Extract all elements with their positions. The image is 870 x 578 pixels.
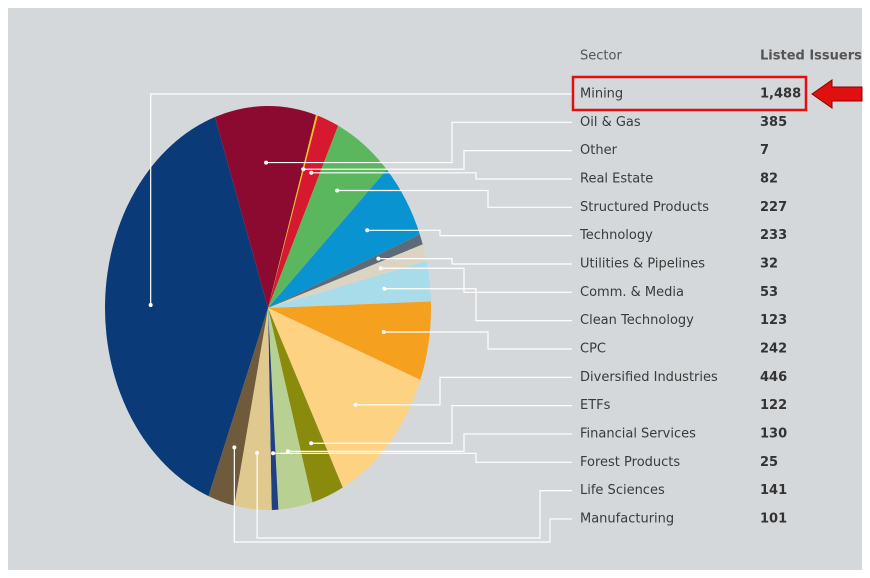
leader-dot	[301, 167, 306, 172]
issuer-count: 227	[760, 200, 787, 215]
sector-label: Diversified Industries	[580, 370, 718, 385]
pie-slice	[268, 234, 423, 308]
leader-line	[380, 267, 572, 293]
pie-slice	[268, 308, 421, 488]
column-header: Sector	[580, 49, 622, 64]
pie-slice	[268, 114, 318, 308]
pie-slice	[105, 116, 268, 497]
pie-slice	[268, 308, 279, 510]
leader-dot	[232, 445, 237, 450]
sector-label: Comm. & Media	[580, 285, 684, 300]
column-header: Listed Issuers	[760, 49, 862, 64]
pie-slice	[214, 106, 317, 308]
sector-label: Utilities & Pipelines	[580, 256, 705, 271]
pie-slice	[268, 115, 339, 308]
leader-line	[303, 150, 572, 170]
pie-slice	[268, 261, 431, 308]
issuer-count: 101	[760, 511, 787, 526]
leader-line	[266, 121, 572, 164]
leader-dot	[309, 170, 314, 175]
leader-dot	[365, 228, 370, 233]
issuer-count: 233	[760, 228, 787, 243]
leader-line	[367, 229, 572, 237]
sector-label: Structured Products	[580, 200, 709, 215]
sector-label: Real Estate	[580, 171, 653, 186]
legend-table: Mining 1,488 Oil & Gas 385 Other 7 Real Estate…	[579, 87, 801, 527]
issuer-count: 82	[760, 171, 778, 186]
leader-dot	[382, 286, 387, 291]
leader-dot	[271, 451, 276, 456]
sector-label: ETFs	[580, 398, 611, 413]
leader-line	[378, 257, 572, 265]
leader-dot	[381, 330, 386, 335]
leader-dot	[264, 160, 269, 165]
pie-slice	[234, 308, 272, 510]
leader-line	[337, 189, 572, 208]
issuer-count: 123	[760, 313, 787, 328]
leader-line	[311, 405, 572, 444]
issuer-count: 385	[760, 115, 787, 130]
leader-dot	[285, 449, 290, 454]
leader-dot	[335, 188, 340, 193]
issuer-count: 130	[760, 426, 787, 441]
highlight-box	[571, 75, 808, 112]
sector-label: Clean Technology	[580, 313, 694, 328]
issuer-count: 141	[760, 483, 787, 498]
leader-line	[384, 288, 572, 322]
leader-line	[233, 447, 572, 543]
pie-slice	[268, 244, 427, 308]
leader-line	[150, 93, 572, 305]
pie-slice	[268, 125, 387, 309]
leader-line	[311, 172, 572, 180]
sector-label: Life Sciences	[580, 483, 665, 498]
leader-line	[287, 433, 572, 452]
issuer-count: 32	[760, 256, 778, 271]
sector-label: Financial Services	[580, 426, 696, 441]
leader-line	[383, 331, 572, 350]
pie-slice	[268, 169, 420, 308]
leader-dot	[255, 450, 260, 455]
leader-line	[355, 376, 572, 406]
sector-label: CPC	[580, 341, 606, 356]
leader-dot	[148, 302, 153, 307]
sector-label: Manufacturing	[580, 511, 674, 526]
leader-dot	[353, 402, 358, 407]
leader-dot	[376, 256, 381, 261]
pie	[105, 106, 432, 510]
issuer-count: 53	[760, 285, 778, 300]
sector-label: Mining	[580, 87, 623, 102]
sector-label: Forest Products	[580, 455, 680, 470]
pie-slice	[268, 301, 432, 380]
issuer-count: 122	[760, 398, 787, 413]
leader-lines	[148, 93, 572, 543]
issuer-count: 25	[760, 455, 778, 470]
leader-dot	[378, 266, 383, 271]
leader-line	[256, 452, 572, 539]
pie-slice	[268, 308, 313, 510]
issuer-count: 7	[760, 143, 769, 158]
issuer-count: 242	[760, 341, 787, 356]
arrow	[811, 79, 863, 109]
pie-slice	[208, 308, 268, 506]
leader-line	[273, 452, 572, 463]
leader-dot	[309, 441, 314, 446]
issuer-count: 1,488	[760, 87, 801, 102]
sector-label: Other	[580, 143, 618, 158]
sector-label: Oil & Gas	[580, 115, 641, 130]
issuer-count: 446	[760, 370, 787, 385]
sector-label: Technology	[579, 228, 653, 243]
